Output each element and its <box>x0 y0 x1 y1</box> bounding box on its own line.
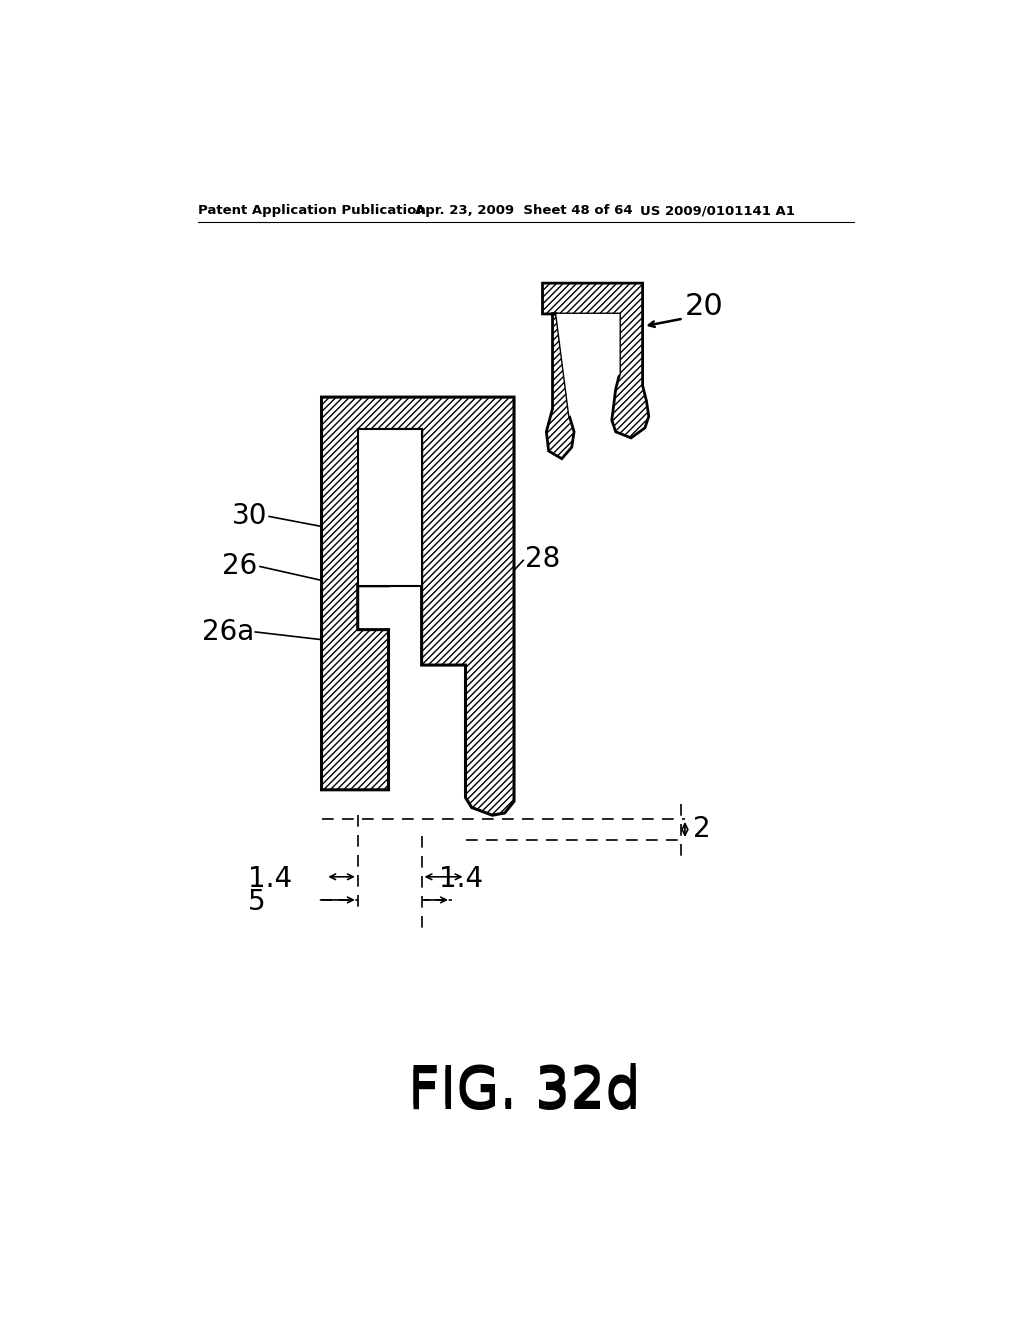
Text: 1.4: 1.4 <box>248 865 292 894</box>
Text: 30: 30 <box>232 503 267 531</box>
Text: FIG. 32d: FIG. 32d <box>409 1067 641 1121</box>
Text: 1.4: 1.4 <box>438 865 482 894</box>
Text: FIG. 32d: FIG. 32d <box>409 1063 641 1117</box>
Text: 26a: 26a <box>202 618 254 645</box>
Text: US 2009/0101141 A1: US 2009/0101141 A1 <box>640 205 796 218</box>
Text: Apr. 23, 2009  Sheet 48 of 64: Apr. 23, 2009 Sheet 48 of 64 <box>416 205 633 218</box>
Text: 28: 28 <box>524 545 560 573</box>
Text: 2: 2 <box>692 816 711 843</box>
Polygon shape <box>322 397 514 816</box>
Text: Patent Application Publication: Patent Application Publication <box>199 205 426 218</box>
Text: 26: 26 <box>222 553 258 581</box>
Text: 20: 20 <box>685 292 724 321</box>
Polygon shape <box>543 284 649 459</box>
Polygon shape <box>556 314 620 416</box>
Text: 5: 5 <box>248 888 265 916</box>
Polygon shape <box>357 429 422 586</box>
